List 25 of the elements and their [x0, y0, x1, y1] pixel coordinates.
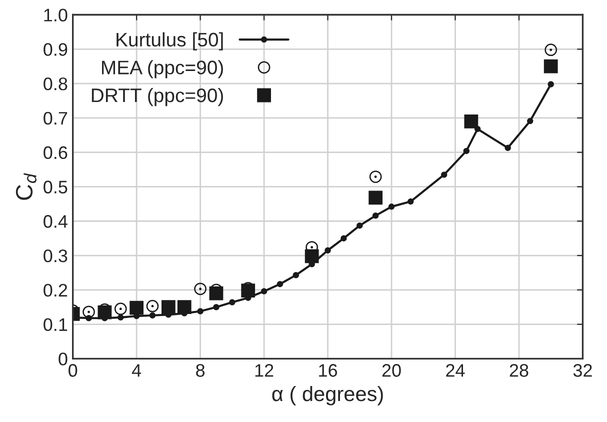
y-tick-label: 0.9: [44, 43, 68, 56]
x-tick-label: 28: [510, 364, 528, 377]
x-tick-label: 12: [255, 364, 274, 377]
y-tick-label: 0.2: [44, 284, 68, 297]
legend-label: Kurtulus [50]: [116, 32, 223, 50]
y-axis-title: C$_{d}$: [16, 173, 36, 200]
y-tick-label: 0.7: [44, 112, 68, 125]
x-tick-label: 16: [319, 364, 338, 377]
x-tick-label: 20: [382, 364, 401, 377]
x-tick-label: 8: [196, 364, 205, 377]
y-tick-label: 0.1: [44, 318, 68, 332]
y-tick-label: 0.5: [44, 180, 68, 194]
legend-label: DRTT (ppc=90): [92, 88, 223, 106]
x-tick-label: 32: [573, 364, 592, 377]
y-tick-label: 0.3: [44, 249, 68, 262]
x-tick-label: 24: [446, 364, 465, 377]
x-tick-label: 0: [68, 364, 78, 377]
x-axis-title: α ( degrees): [272, 386, 383, 406]
y-tick-label: 0.6: [44, 146, 68, 160]
x-tick-label: 4: [132, 364, 142, 377]
y-tick-label: 0: [58, 352, 68, 366]
legend-label: MEA (ppc=90): [102, 60, 223, 78]
y-tick-label: 1.0: [44, 8, 68, 22]
y-tick-label: 0.4: [44, 215, 68, 228]
y-tick-label: 0.8: [44, 77, 68, 90]
